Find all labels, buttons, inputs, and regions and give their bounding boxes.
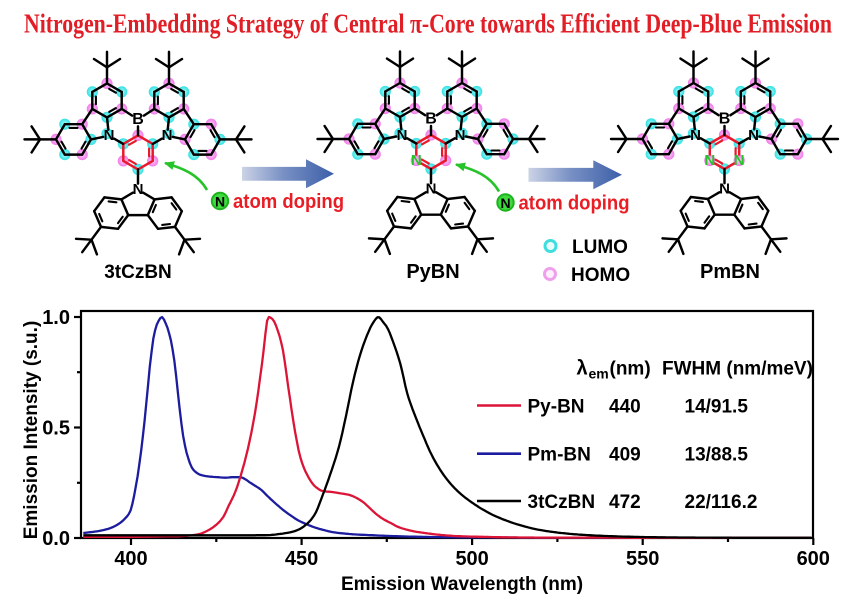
- svg-text:N: N: [719, 181, 730, 198]
- svg-text:Nitrogen-Embedding Strategy of: Nitrogen-Embedding Strategy of Central π…: [24, 9, 832, 39]
- svg-text:440: 440: [609, 397, 641, 418]
- svg-text:(nm): (nm): [610, 359, 651, 380]
- svg-text:B: B: [425, 111, 437, 128]
- svg-text:PyBN: PyBN: [406, 261, 459, 283]
- svg-text:400: 400: [114, 548, 147, 570]
- svg-text:Pm-BN: Pm-BN: [528, 445, 591, 466]
- svg-text:500: 500: [455, 548, 488, 570]
- svg-text:N: N: [690, 127, 701, 144]
- svg-text:14/91.5: 14/91.5: [685, 397, 749, 418]
- svg-text:atom doping: atom doping: [233, 191, 344, 213]
- svg-text:600: 600: [797, 548, 830, 570]
- svg-text:LUMO: LUMO: [572, 237, 628, 258]
- svg-text:22/116.2: 22/116.2: [685, 492, 758, 513]
- svg-text:N: N: [500, 195, 510, 211]
- svg-text:13/88.5: 13/88.5: [685, 445, 749, 466]
- svg-text:FWHM (nm/meV): FWHM (nm/meV): [662, 359, 813, 380]
- svg-text:N: N: [397, 127, 408, 144]
- svg-text:0.5: 0.5: [42, 418, 70, 440]
- svg-text:0.0: 0.0: [42, 528, 70, 550]
- svg-text:N: N: [133, 181, 144, 198]
- svg-text:Py-BN: Py-BN: [528, 397, 585, 418]
- svg-text:N: N: [104, 127, 115, 144]
- svg-text:λ: λ: [577, 358, 588, 380]
- svg-text:PmBN: PmBN: [700, 261, 760, 283]
- svg-text:N: N: [162, 127, 173, 144]
- svg-text:N: N: [734, 152, 745, 169]
- svg-text:N: N: [426, 181, 437, 198]
- svg-text:em: em: [589, 366, 609, 382]
- svg-text:Emission Intensity (s.u.): Emission Intensity (s.u.): [21, 321, 42, 540]
- svg-text:1.0: 1.0: [42, 307, 70, 329]
- svg-text:B: B: [719, 111, 731, 128]
- svg-text:409: 409: [609, 445, 641, 466]
- svg-text:N: N: [704, 152, 715, 169]
- svg-text:atom doping: atom doping: [519, 193, 630, 215]
- svg-text:N: N: [215, 194, 225, 210]
- svg-text:3tCzBN: 3tCzBN: [104, 262, 172, 283]
- svg-text:3tCzBN: 3tCzBN: [528, 492, 596, 513]
- svg-text:550: 550: [626, 548, 659, 570]
- svg-text:472: 472: [609, 492, 641, 513]
- svg-text:B: B: [132, 111, 144, 128]
- svg-text:450: 450: [285, 548, 318, 570]
- svg-text:N: N: [411, 152, 422, 169]
- svg-text:HOMO: HOMO: [571, 265, 630, 286]
- svg-text:Emission Wavelength (nm): Emission Wavelength (nm): [341, 574, 583, 595]
- svg-text:N: N: [748, 127, 759, 144]
- svg-text:N: N: [455, 127, 466, 144]
